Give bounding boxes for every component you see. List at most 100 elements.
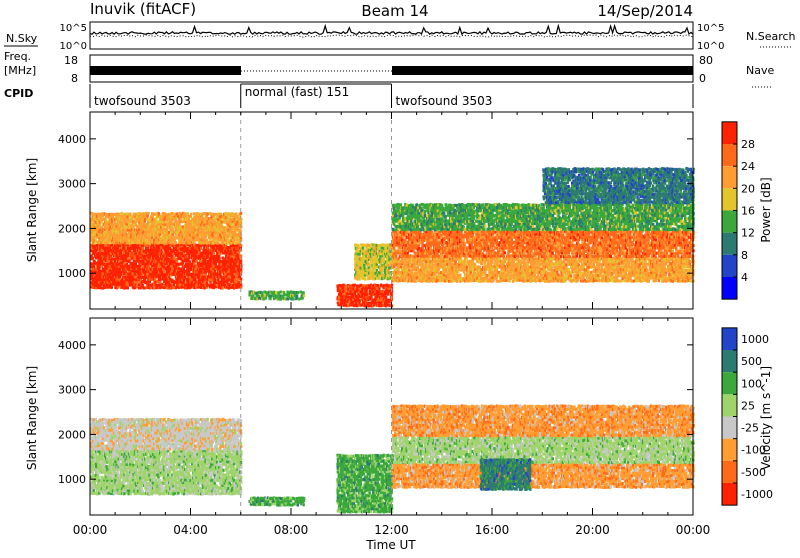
data-pixel <box>114 260 116 263</box>
data-pixel <box>135 220 137 223</box>
nsearch-tick-top: 10^5 <box>697 23 724 34</box>
data-pixel <box>213 252 215 255</box>
data-pixel <box>171 223 173 226</box>
data-pixel <box>443 271 445 274</box>
data-pixel <box>190 213 192 216</box>
data-pixel <box>98 265 100 268</box>
data-pixel <box>357 244 359 247</box>
data-pixel <box>193 212 195 215</box>
data-pixel <box>160 268 162 271</box>
data-pixel <box>142 284 144 287</box>
data-pixel <box>209 265 211 268</box>
data-pixel <box>154 281 156 284</box>
data-pixel <box>147 212 149 215</box>
data-pixel <box>539 263 541 266</box>
data-pixel <box>386 274 388 277</box>
data-pixel <box>127 286 129 289</box>
data-pixel <box>391 293 393 296</box>
data-pixel <box>194 278 196 281</box>
data-pixel <box>240 244 242 247</box>
data-pixel <box>129 213 131 216</box>
nsearch-trace <box>90 35 693 37</box>
data-pixel <box>218 255 220 258</box>
data-pixel <box>363 254 365 257</box>
data-pixel <box>491 261 493 264</box>
data-pixel <box>283 291 285 294</box>
nsearch-label: N.Search <box>746 30 796 43</box>
data-pixel <box>491 268 493 271</box>
data-pixel <box>386 303 388 306</box>
data-pixel <box>240 236 242 239</box>
data-pixel <box>214 270 216 273</box>
data-pixel <box>359 299 361 302</box>
data-pixel <box>92 281 94 284</box>
data-pixel <box>240 268 242 271</box>
data-pixel <box>105 218 107 221</box>
data-pixel <box>388 304 390 307</box>
data-pixel <box>93 242 95 245</box>
data-pixel <box>175 241 177 244</box>
nsearch-tick-bottom: 10^0 <box>697 41 724 52</box>
data-pixel <box>182 225 184 228</box>
data-pixel <box>230 234 232 237</box>
data-pixel <box>111 234 113 237</box>
data-pixel <box>263 298 265 301</box>
data-pixel <box>139 236 141 239</box>
data-pixel <box>238 251 240 254</box>
data-pixel <box>378 277 380 280</box>
nsky-tick-top: 10^5 <box>60 23 87 34</box>
nave-label: Nave <box>746 64 774 77</box>
data-pixel <box>354 284 356 287</box>
data-pixel <box>111 286 113 289</box>
freq-tick-top: 18 <box>64 54 78 67</box>
data-pixel <box>143 250 145 253</box>
data-pixel <box>134 286 136 289</box>
data-pixel <box>534 274 536 277</box>
data-pixel <box>202 212 204 215</box>
data-pixel <box>491 276 493 279</box>
nsky-panel: N.Sky 10^5 10^0 10^5 10^0 N.Search <box>4 22 796 52</box>
data-pixel <box>121 286 123 289</box>
data-pixel <box>486 277 488 280</box>
data-pixel <box>369 304 371 307</box>
data-pixel <box>224 258 226 261</box>
data-pixel <box>221 287 223 290</box>
data-pixel <box>161 283 163 286</box>
data-pixel <box>171 212 173 215</box>
data-pixel <box>472 260 474 263</box>
data-pixel <box>275 291 277 294</box>
data-pixel <box>273 297 275 300</box>
data-pixel <box>158 212 160 215</box>
data-pixel <box>399 263 401 266</box>
data-pixel <box>356 304 358 307</box>
data-pixel <box>177 215 179 218</box>
data-pixel <box>174 257 176 260</box>
data-pixel <box>156 220 158 223</box>
data-pixel <box>525 258 527 261</box>
freq-tick-bottom: 8 <box>71 72 78 85</box>
data-pixel <box>343 284 345 287</box>
data-pixel <box>142 247 144 250</box>
data-pixel <box>184 212 186 215</box>
data-pixel <box>217 242 219 245</box>
data-pixel <box>538 276 540 279</box>
data-pixel <box>109 273 111 276</box>
data-pixel <box>183 242 185 245</box>
data-pixel <box>193 242 195 245</box>
data-pixel <box>128 223 130 226</box>
data-pixel <box>98 252 100 255</box>
data-pixel <box>188 254 190 257</box>
data-pixel <box>127 254 129 257</box>
data-pixel <box>183 254 185 257</box>
data-pixel <box>376 290 378 293</box>
data-pixel <box>382 243 384 246</box>
data-pixel <box>200 247 202 250</box>
data-pixel <box>359 295 361 298</box>
cpid-segment-label: twofsound 3503 <box>94 94 191 108</box>
data-pixel <box>269 297 271 300</box>
data-pixel <box>277 291 279 294</box>
data-pixel <box>233 238 235 241</box>
data-pixel <box>470 269 472 272</box>
